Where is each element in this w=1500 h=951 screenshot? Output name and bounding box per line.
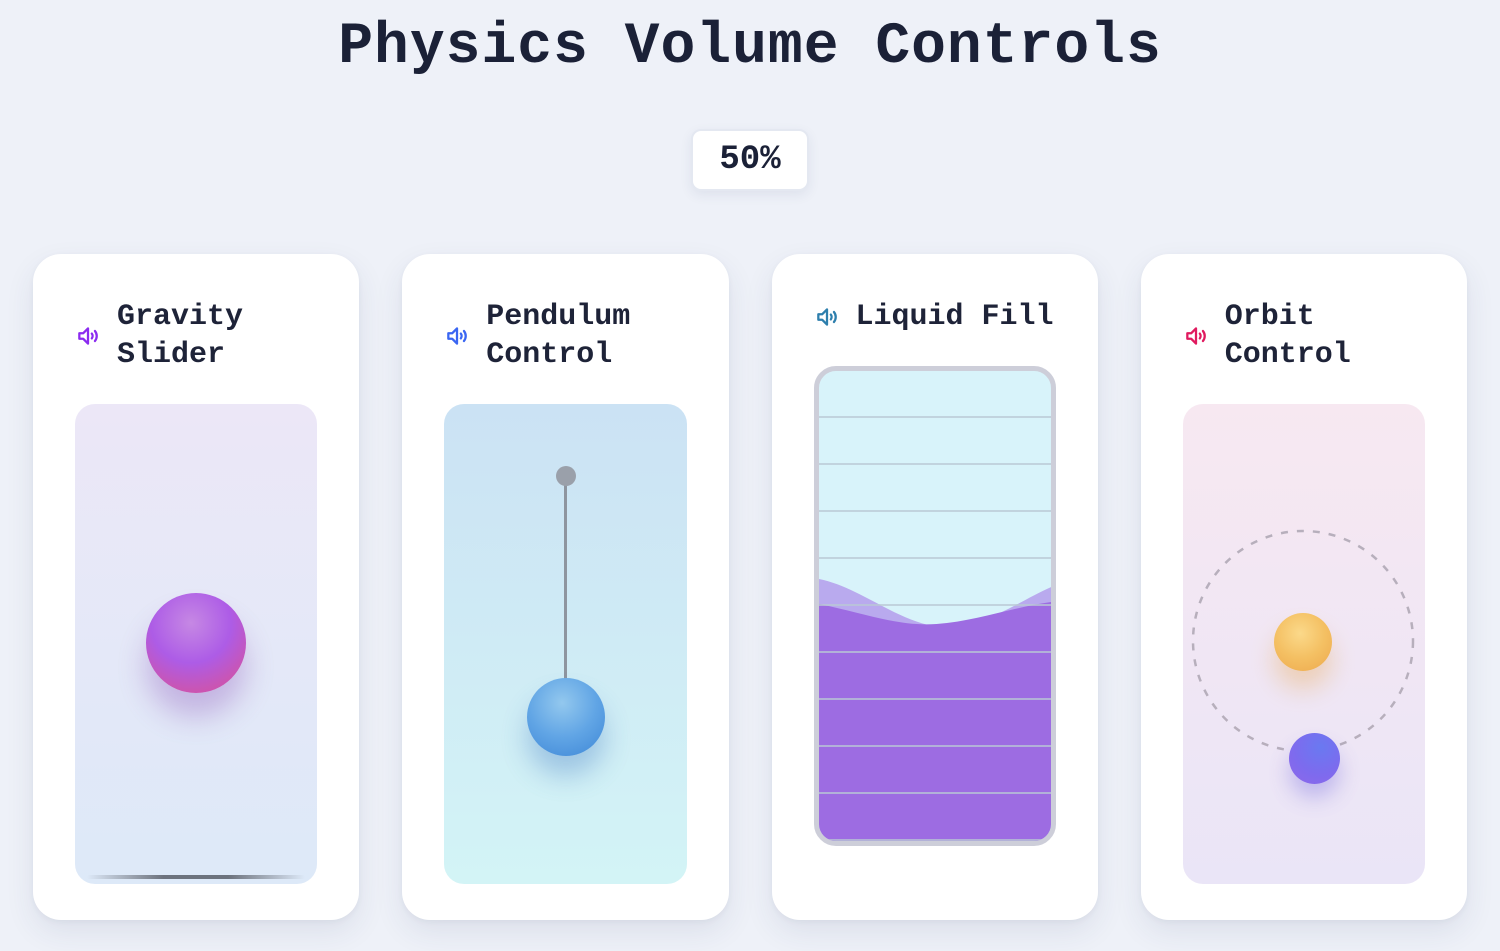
pendulum-pivot <box>556 465 577 486</box>
page-title: Physics Volume Controls <box>338 15 1162 80</box>
orbit-path <box>1191 529 1414 753</box>
pendulum-area[interactable] <box>444 403 687 884</box>
card-title: Orbit Control <box>1224 299 1351 372</box>
pendulum-bob-handle[interactable] <box>527 677 606 756</box>
gravity-ball-handle[interactable] <box>146 592 246 693</box>
card-header: Liquid Fill <box>814 298 1056 336</box>
speaker-volume-icon <box>1183 323 1209 349</box>
card-header: Gravity Slider <box>75 298 317 374</box>
orbit-sun <box>1273 612 1332 671</box>
card-header: Pendulum Control <box>444 298 686 374</box>
card-pendulum-control: Pendulum Control <box>402 253 729 920</box>
card-header: Orbit Control <box>1183 298 1425 374</box>
speaker-volume-icon <box>75 323 101 349</box>
card-title: Gravity Slider <box>117 299 244 372</box>
volume-display: 50% <box>691 128 809 191</box>
card-title: Liquid Fill <box>855 299 1054 334</box>
card-gravity-slider: Gravity Slider <box>33 253 360 920</box>
liquid-waves <box>818 578 1051 841</box>
card-orbit-control: Orbit Control <box>1140 253 1467 920</box>
pendulum-rod <box>564 475 568 717</box>
liquid-fill-container[interactable] <box>813 365 1056 846</box>
ground-line <box>87 874 306 879</box>
controls-row: Gravity Slider Pendulum Control <box>0 253 1500 920</box>
orbit-area[interactable] <box>1182 403 1425 884</box>
volume-display-wrap: 50% <box>0 128 1500 191</box>
speaker-volume-icon <box>444 323 470 349</box>
orbit-planet-handle[interactable] <box>1288 732 1340 784</box>
card-title: Pendulum Control <box>486 299 631 372</box>
card-liquid-fill: Liquid Fill <box>771 253 1098 920</box>
gravity-slider-track[interactable] <box>75 403 318 884</box>
speaker-volume-icon <box>814 304 840 330</box>
